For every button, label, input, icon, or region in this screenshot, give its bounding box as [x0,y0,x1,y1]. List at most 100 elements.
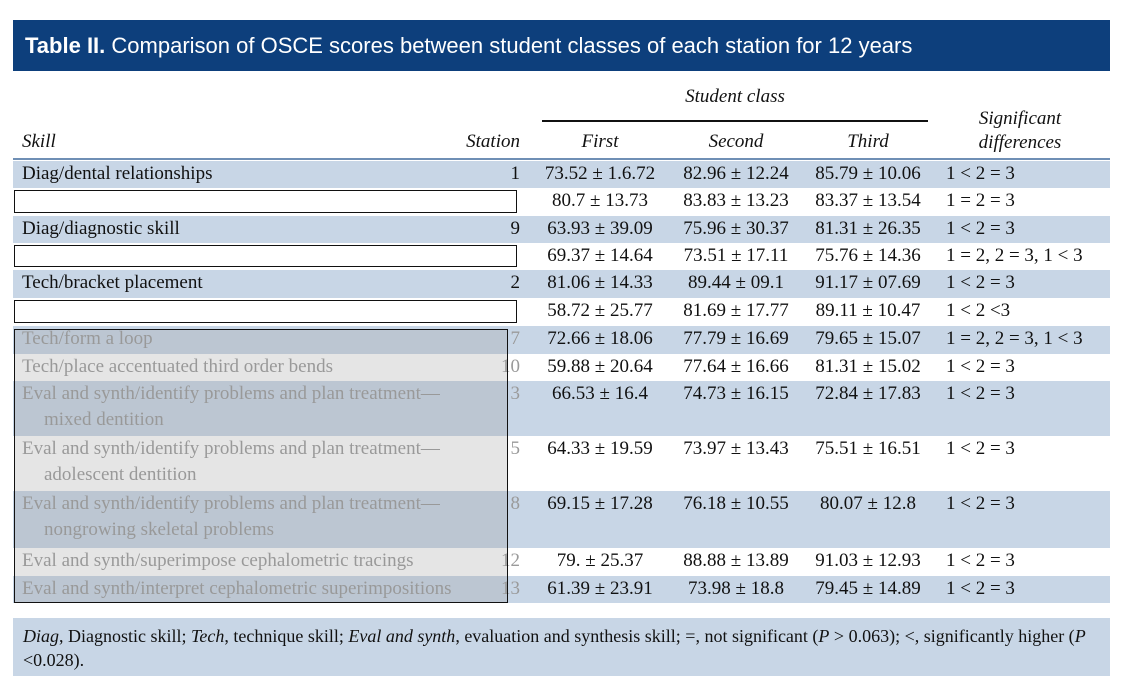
station-cell: 1 [510,163,521,184]
header-rule [13,158,1110,160]
footnote-text: , technique skill; [224,626,349,646]
footnote: Diag, Diagnostic skill; Tech, technique … [13,618,1110,676]
score-cell: 79.65 ± 15.07 [815,328,921,349]
skill-cell: Tech/form a loop [22,328,153,349]
score-cell: 79. ± 25.37 [556,550,644,571]
score-cell: 59.88 ± 20.64 [547,356,653,377]
skill-cell: Eval and synth/superimpose cephalometric… [22,550,414,571]
redaction-box [14,245,517,267]
sig-cell: 1 < 2 = 3 [946,356,1015,377]
score-cell: 73.97 ± 13.43 [683,438,789,459]
station-cell: 10 [501,356,520,377]
table-row [13,326,1110,354]
sig-cell: 1 < 2 <3 [946,300,1011,321]
table-row [13,491,1110,548]
score-cell: 64.33 ± 19.59 [547,438,653,459]
skill-cell: Eval and synth/identify problems and pla… [22,383,440,430]
title-bar: Table II. Comparison of OSCE scores betw… [13,20,1110,71]
station-cell: 3 [510,383,521,404]
col-header: Significant differences [978,108,1062,153]
redaction-box [14,300,517,323]
footnote-text: Diag [23,626,59,646]
score-cell: 91.17 ± 07.69 [815,272,921,293]
sig-cell: 1 < 2 = 3 [946,550,1015,571]
redaction-box [14,190,517,213]
footnote-text: P [818,626,830,646]
col-header: Second [708,131,764,152]
score-cell: 82.96 ± 12.24 [683,163,789,184]
table-row [13,270,1110,298]
table-row [13,161,1110,188]
col-header: Third [847,131,889,152]
station-cell: 9 [510,218,521,239]
skill-cell: Eval and synth/interpret cephalometric s… [22,578,452,599]
group-header: Student class [685,86,785,107]
score-cell: 91.03 ± 12.93 [815,550,921,571]
footnote-text: > 0.063); <, significantly higher ( [829,626,1075,646]
table-row [13,216,1110,243]
skill-cell: Diag/dental relationships [22,163,213,184]
station-cell: 7 [510,328,521,349]
score-cell: 72.84 ± 17.83 [815,383,921,404]
score-cell: 74.73 ± 16.15 [683,383,789,404]
footnote-text: Eval and synth [348,626,456,646]
table-row [13,576,1110,603]
table-row [13,381,1110,436]
footnote-text: , evaluation and synthesis skill; =, not… [455,626,819,646]
skill-cell: Eval and synth/identify problems and pla… [22,493,440,540]
score-cell: 79.45 ± 14.89 [815,578,921,599]
station-cell: 2 [510,272,521,293]
footnote-text: P [1074,626,1086,646]
skill-cell: Diag/diagnostic skill [22,218,180,239]
score-cell: 83.37 ± 13.54 [815,190,921,211]
score-cell: 77.79 ± 16.69 [683,328,789,349]
sig-cell: 1 = 2 = 3 [946,190,1015,211]
score-cell: 89.44 ± 09.1 [688,272,784,293]
station-cell: 8 [510,493,521,514]
sig-cell: 1 = 2, 2 = 3, 1 < 3 [946,328,1083,349]
sig-cell: 1 < 2 = 3 [946,218,1015,239]
table-row [13,548,1110,576]
table-title: Comparison of OSCE scores between studen… [111,33,913,58]
score-cell: 81.31 ± 26.35 [815,218,921,239]
col-header: Station [466,131,520,152]
score-cell: 89.11 ± 10.47 [815,300,921,321]
score-cell: 61.39 ± 23.91 [547,578,653,599]
score-cell: 81.06 ± 14.33 [547,272,653,293]
col-header: First [581,131,619,152]
sig-cell: 1 = 2, 2 = 3, 1 < 3 [946,245,1083,266]
group-rule [542,120,928,122]
sig-cell: 1 < 2 = 3 [946,438,1015,459]
skill-cell: Tech/bracket placement [22,272,203,293]
score-cell: 66.53 ± 16.4 [552,383,648,404]
score-cell: 81.69 ± 17.77 [683,300,789,321]
score-cell: 81.31 ± 15.02 [815,356,921,377]
score-cell: 76.18 ± 10.55 [683,493,789,514]
score-cell: 80.7 ± 13.73 [552,190,648,211]
station-cell: 12 [501,550,520,571]
table-row [13,354,1110,381]
score-cell: 73.52 ± 1.6.72 [544,163,656,184]
score-cell: 75.96 ± 30.37 [683,218,789,239]
footnote-text: Tech [191,626,225,646]
score-cell: 77.64 ± 16.66 [683,356,789,377]
score-cell: 69.37 ± 14.64 [547,245,653,266]
score-cell: 72.66 ± 18.06 [547,328,653,349]
table-row [13,436,1110,491]
sig-cell: 1 < 2 = 3 [946,578,1015,599]
score-cell: 58.72 ± 25.77 [547,300,653,321]
footnote-text: , Diagnostic skill; [59,626,191,646]
score-cell: 85.79 ± 10.06 [815,163,921,184]
score-cell: 63.93 ± 39.09 [547,218,653,239]
station-cell: 5 [510,438,521,459]
score-cell: 83.83 ± 13.23 [683,190,789,211]
table-label: Table II. [25,33,106,58]
score-cell: 75.51 ± 16.51 [815,438,921,459]
skill-cell: Eval and synth/identify problems and pla… [22,438,440,485]
score-cell: 80.07 ± 12.8 [820,493,916,514]
score-cell: 69.15 ± 17.28 [547,493,653,514]
col-header: Skill [22,131,56,152]
sig-cell: 1 < 2 = 3 [946,163,1015,184]
score-cell: 73.51 ± 17.11 [683,245,789,266]
sig-cell: 1 < 2 = 3 [946,493,1015,514]
